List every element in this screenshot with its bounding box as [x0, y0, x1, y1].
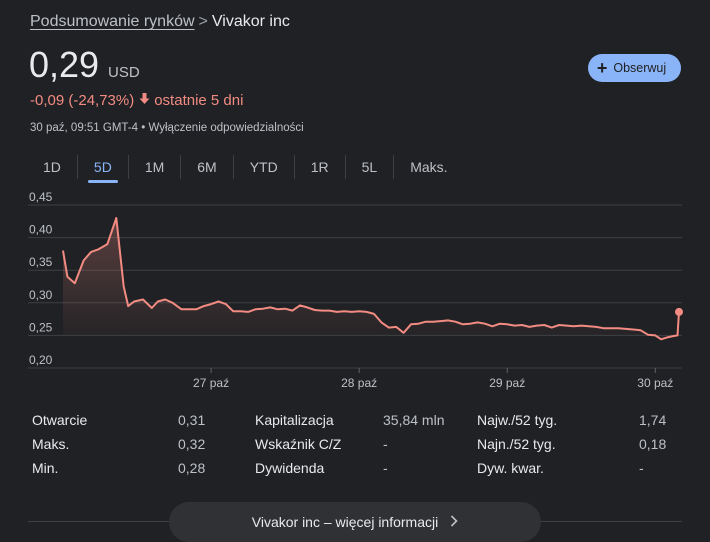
stat-label: Otwarcie	[32, 412, 88, 428]
chart-last-point	[675, 307, 683, 316]
price-change: -0,09 (-24,73%) ostatnie 5 dni	[30, 92, 243, 109]
tab-1r[interactable]: 1R	[310, 159, 329, 175]
arrow-down-icon	[139, 92, 150, 109]
stat-value: 1,74	[639, 412, 667, 428]
stat-high: Maks. 0,32	[32, 436, 205, 452]
follow-button[interactable]: + Obserwuj	[588, 54, 681, 82]
tab-divider	[180, 155, 182, 179]
more-info-label: Vivakor inc – więcej informacji	[251, 514, 439, 530]
stat-value: -	[639, 460, 644, 476]
chart-x-tick-label: 30 paź	[637, 376, 673, 390]
chart-x-tick-label: 27 paź	[193, 376, 229, 390]
stat-label: Kapitalizacja	[255, 412, 334, 428]
tab-1d[interactable]: 1D	[43, 159, 61, 175]
tab-divider	[232, 155, 234, 179]
plus-icon: +	[596, 58, 608, 78]
stat-low: Min. 0,28	[32, 460, 205, 476]
tab-1m[interactable]: 1M	[144, 159, 165, 175]
stat-label: Dyw. kwar.	[477, 460, 544, 476]
stat-52w-low: Najn./52 tyg. 0,18	[477, 436, 666, 452]
stat-label: Maks.	[32, 436, 70, 452]
price-change-value: -0,09 (-24,73%)	[30, 92, 135, 109]
chart-y-tick-label: 0,25	[29, 320, 53, 334]
breadcrumb: Podsumowanie rynków > Vivakor inc	[30, 13, 290, 31]
stat-dividend: Dywidenda -	[255, 460, 388, 476]
stat-market-cap: Kapitalizacja 35,84 mln	[255, 412, 444, 428]
tab-divider	[344, 155, 346, 179]
stat-label: Min.	[32, 460, 59, 476]
more-info-button[interactable]: Vivakor inc – więcej informacji	[169, 502, 541, 542]
stat-52w-high: Najw./52 tyg. 1,74	[477, 412, 666, 428]
quote-timestamp: 30 paź, 09:51 GMT-4 • Wyłączenie odpowie…	[30, 122, 304, 134]
tab-ytd[interactable]: YTD	[249, 159, 278, 175]
stat-label: Najw./52 tyg.	[477, 412, 558, 428]
tab-divider	[127, 155, 129, 179]
stat-label: Dywidenda	[255, 460, 325, 476]
stat-value: 35,84 mln	[383, 412, 445, 428]
tab-max[interactable]: Maks.	[410, 159, 448, 175]
stat-pe-ratio: Wskaźnik C/Z -	[255, 436, 388, 452]
tab-6m[interactable]: 6M	[197, 159, 217, 175]
chart-x-tick-label: 28 paź	[341, 376, 377, 390]
tab-divider	[393, 155, 395, 179]
tab-5d[interactable]: 5D	[78, 153, 128, 183]
stat-label: Wskaźnik C/Z	[255, 436, 342, 452]
chart-y-tick-label: 0,40	[29, 223, 53, 237]
tab-divider	[76, 155, 78, 179]
chevron-right-icon	[450, 514, 458, 530]
stat-label: Najn./52 tyg.	[477, 436, 556, 452]
follow-button-label: Obserwuj	[613, 61, 667, 75]
chart-area-fill	[63, 218, 679, 340]
breadcrumb-markets-link[interactable]: Podsumowanie rynków	[30, 13, 195, 30]
stat-value: 0,18	[639, 436, 667, 452]
stock-price: 0,29	[29, 44, 100, 85]
breadcrumb-current: Vivakor inc	[211, 13, 290, 30]
breadcrumb-separator: >	[198, 13, 208, 30]
stat-value: -	[383, 460, 388, 476]
chart-y-tick-label: 0,20	[29, 353, 53, 367]
tab-5l[interactable]: 5L	[361, 159, 378, 175]
chart-y-tick-label: 0,45	[29, 190, 53, 204]
chart-x-tick-label: 29 paź	[489, 376, 525, 390]
chart-y-tick-label: 0,30	[29, 288, 53, 302]
price-chart[interactable]: 0,45 0,40 0,35 0,30 0,25 0,20 27 paź 28 paź 29 …	[0, 190, 710, 395]
currency-label: USD	[108, 64, 140, 81]
stat-value: 0,31	[178, 412, 206, 428]
chart-y-tick-label: 0,35	[29, 255, 53, 269]
stat-value: 0,32	[178, 436, 206, 452]
stat-quarterly-dividend: Dyw. kwar. -	[477, 460, 644, 476]
stat-open: Otwarcie 0,31	[32, 412, 205, 428]
stat-value: 0,28	[178, 460, 206, 476]
price-change-period: ostatnie 5 dni	[154, 92, 244, 109]
chart-price-line	[62, 217, 680, 341]
range-tabs: 1D 5D 1M 6M YTD 1R 5L Maks.	[27, 152, 464, 183]
tab-divider	[293, 155, 295, 179]
stat-value: -	[383, 436, 388, 452]
